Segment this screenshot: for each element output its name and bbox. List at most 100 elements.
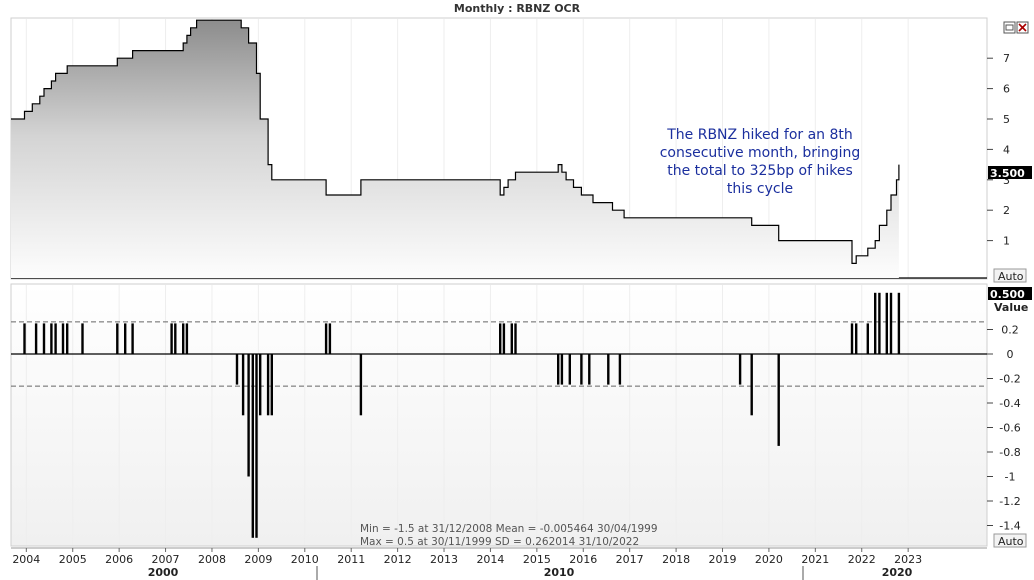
lower-ytick-label: 0 [1007, 348, 1014, 361]
x-year-label: 2009 [244, 553, 272, 566]
change-bar [241, 354, 245, 416]
change-bar [324, 323, 328, 354]
change-bar [50, 323, 53, 354]
change-bar [874, 292, 877, 355]
upper-ytick-label: 5 [1003, 113, 1010, 126]
change-bar [259, 354, 262, 416]
change-bar [266, 354, 270, 416]
x-year-label: 2012 [384, 553, 412, 566]
lower-auto-label: Auto [998, 535, 1024, 548]
change-bar [499, 323, 502, 354]
x-year-label: 2016 [569, 553, 597, 566]
change-bar [116, 323, 119, 354]
restore-icon[interactable] [1003, 21, 1016, 34]
change-bar [889, 292, 893, 355]
x-era-label: 2010 [544, 566, 575, 579]
change-bar [34, 323, 38, 354]
change-bar [618, 354, 622, 385]
x-year-label: 2007 [152, 553, 180, 566]
change-bar [255, 354, 258, 538]
lower-ytick-label: 0.2 [1001, 324, 1019, 337]
lower-auto-button[interactable]: Auto [993, 533, 1027, 548]
upper-auto-label: Auto [998, 270, 1024, 283]
lower-ytick-label: -0.6 [999, 422, 1020, 435]
upper-ytick-label: 3 [1003, 174, 1010, 187]
x-year-label: 2014 [476, 553, 504, 566]
x-year-label: 2023 [894, 553, 922, 566]
x-year-label: 2018 [662, 553, 690, 566]
change-bar [607, 354, 610, 385]
upper-ytick-label: 6 [1003, 83, 1010, 96]
ocr-last-value-tag-bg [988, 166, 1032, 179]
x-era-label: 2000 [148, 566, 179, 579]
x-year-label: 2010 [291, 553, 319, 566]
change-bar [235, 354, 239, 385]
change-bar [897, 292, 901, 355]
change-bar [124, 323, 127, 354]
chart-title: Monthly : RBNZ OCR [454, 2, 581, 15]
x-year-label: 2019 [709, 553, 737, 566]
x-year-label: 2004 [12, 553, 40, 566]
change-bar [514, 323, 517, 354]
x-year-label: 2022 [848, 553, 876, 566]
change-bar [185, 323, 189, 354]
annotation-line-3: the total to 325bp of hikes [667, 163, 853, 179]
stats-line-2: Max = 0.5 at 30/11/1999 SD = 0.262014 31… [360, 536, 639, 548]
upper-ytick-label: 1 [1003, 235, 1010, 248]
change-bar [588, 354, 591, 385]
x-year-label: 2017 [616, 553, 644, 566]
change-bar [502, 323, 506, 354]
change-bar [182, 323, 185, 354]
change-bar [61, 323, 65, 354]
lower-ytick-label: -1.2 [999, 495, 1020, 508]
change-bar [23, 323, 26, 354]
ocr-series-line [11, 19, 900, 264]
x-year-label: 2006 [105, 553, 133, 566]
change-bar [42, 323, 46, 354]
change-bar [328, 323, 332, 354]
change-bar [850, 323, 854, 354]
change-bar [66, 323, 69, 354]
upper-auto-button[interactable]: Auto [993, 268, 1027, 283]
change-bar [777, 354, 780, 446]
close-icon[interactable] [1016, 21, 1029, 34]
change-bar [557, 354, 560, 385]
change-bar [510, 323, 513, 354]
lower-ytick-label: -0.2 [999, 373, 1020, 386]
lower-ytick-label: -1.4 [999, 520, 1020, 533]
lower-series-label: Value [994, 301, 1028, 314]
annotation-line-4: this cycle [727, 181, 793, 197]
x-year-label: 2005 [59, 553, 87, 566]
upper-ytick-label: 7 [1003, 52, 1010, 65]
upper-ytick-label: 4 [1003, 143, 1010, 156]
change-bar [81, 323, 84, 354]
x-year-label: 2015 [523, 553, 551, 566]
stats-line-1: Min = -1.5 at 31/12/2008 Mean = -0.00546… [360, 523, 658, 535]
change-bar [131, 323, 134, 354]
annotation-line-1: The RBNZ hiked for an 8th [666, 127, 853, 143]
x-year-label: 2021 [801, 553, 829, 566]
change-bar [251, 354, 254, 538]
annotation-line-2: consecutive month, bringing [660, 145, 861, 161]
change-bar [170, 323, 173, 354]
lower-ytick-label: -1 [1005, 471, 1016, 484]
ocr-area-fill [11, 20, 899, 278]
change-bar [885, 292, 888, 355]
change-bar [878, 292, 881, 355]
change-last-value-tag: 0.500 [990, 288, 1025, 301]
change-bar [855, 323, 858, 354]
change-bar [738, 354, 742, 385]
lower-plot-area [10, 283, 988, 547]
x-year-label: 2011 [337, 553, 365, 566]
change-bar [54, 323, 57, 354]
change-bar [750, 354, 753, 416]
change-last-value-tag-bg [988, 287, 1032, 300]
ocr-last-value-tag: 3.500 [990, 167, 1025, 180]
change-bar [866, 323, 869, 354]
lower-ytick-label: -0.4 [999, 397, 1020, 410]
change-bar [560, 354, 564, 385]
upper-ytick-label: 2 [1003, 204, 1010, 217]
change-bar [174, 323, 177, 354]
change-bar [270, 354, 273, 416]
